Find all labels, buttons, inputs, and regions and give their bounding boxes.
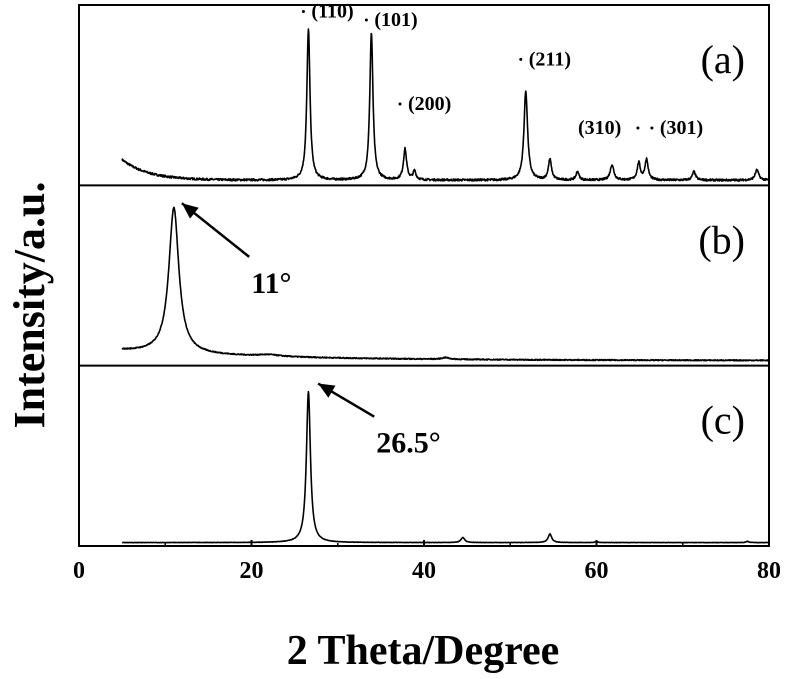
peak-annotation: (310) (578, 117, 621, 139)
peak-marker-dot (301, 9, 305, 13)
x-tick-label: 20 (240, 558, 264, 584)
peak-annotation: 26.5° (376, 427, 441, 460)
peak-annotation: (101) (374, 9, 417, 31)
x-tick-label: 60 (585, 558, 609, 584)
annotation-arrow-head (318, 383, 336, 398)
peak-marker-dot (519, 57, 523, 61)
annotation-arrow-head (181, 203, 199, 219)
peak-annotation: (200) (408, 93, 451, 115)
peak-marker-dot (650, 126, 654, 130)
peak-marker-dot (398, 102, 402, 106)
y-axis-label: Intensity/a.u. (5, 182, 54, 429)
peak-marker-dot (364, 18, 368, 22)
curves-layer (121, 28, 770, 544)
peak-marker-dot (636, 126, 640, 130)
panel-label: (b) (698, 217, 745, 262)
peak-annotation: 11° (251, 267, 291, 300)
x-tick-label: 80 (757, 558, 781, 584)
x-axis-ticks: 0 20 40 60 80 (73, 540, 781, 584)
x-tick-label: 40 (412, 558, 436, 584)
plot-frame (78, 4, 770, 547)
peak-annotation: (211) (529, 48, 571, 70)
annotations-layer: (a) (110) (101) (200) (211) (310) (301) (b) 11° (… (181, 0, 745, 460)
x-axis-label: 2 Theta/Degree (287, 628, 560, 674)
xrd-trace-b (121, 206, 770, 362)
panel-label: (a) (701, 37, 745, 82)
plot-border (78, 4, 770, 547)
x-tick-label: 0 (73, 558, 85, 584)
peak-annotation: (301) (660, 117, 703, 139)
panel-label: (c) (701, 398, 745, 443)
xrd-trace-a (121, 28, 770, 182)
xrd-trace-c (121, 390, 770, 544)
peak-annotation: (110) (311, 0, 353, 22)
